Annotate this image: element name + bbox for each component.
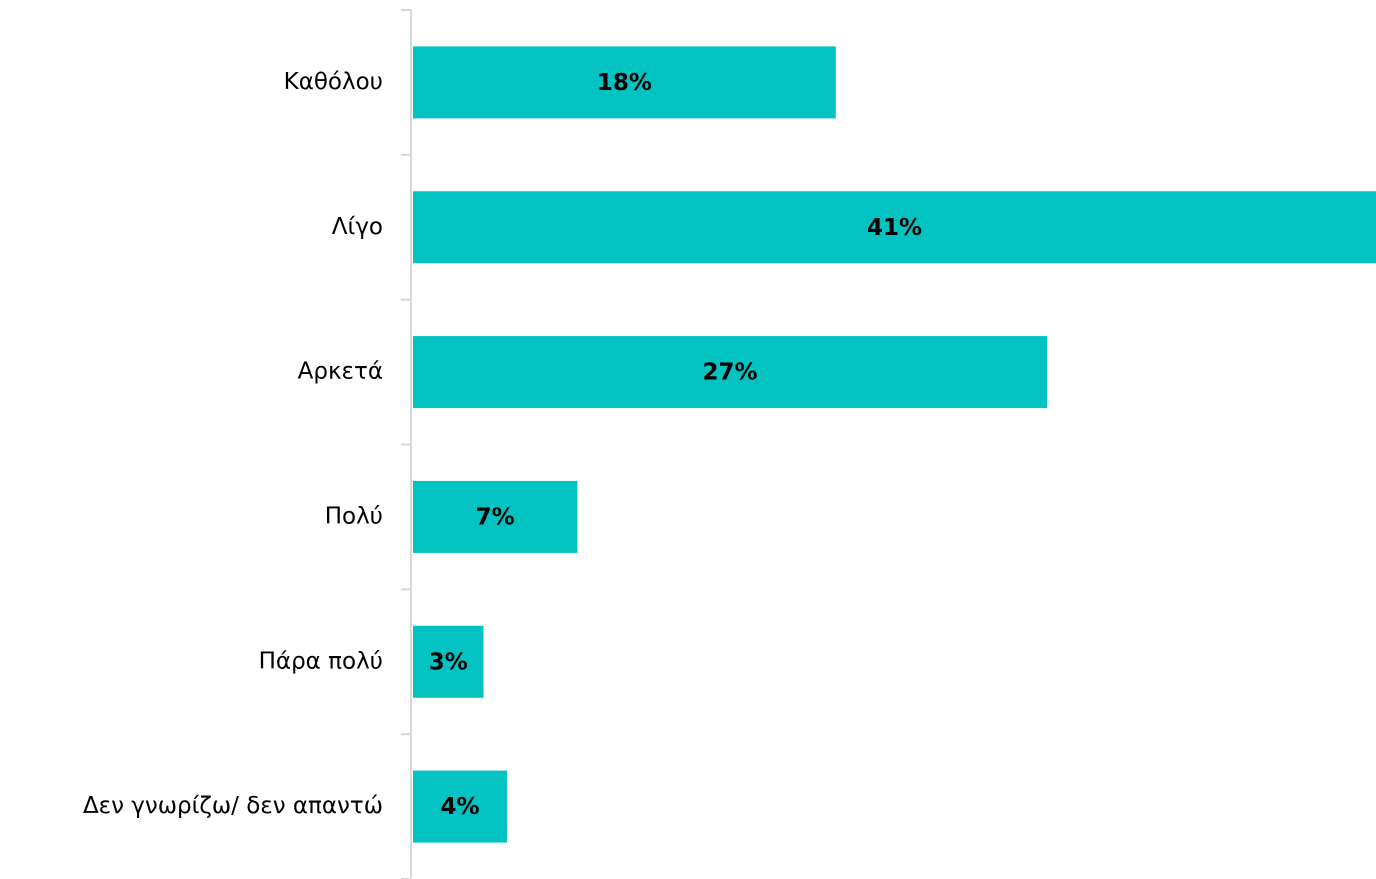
value-label: 4%: [440, 794, 479, 820]
bar: [413, 480, 578, 553]
bar: [413, 336, 1048, 409]
value-label: 27%: [703, 360, 758, 386]
bar: [413, 625, 484, 698]
value-label: 41%: [867, 215, 922, 241]
value-label: 7%: [476, 504, 515, 530]
category-label: Πολύ: [325, 503, 383, 529]
bar: [413, 191, 1376, 264]
category-label: Λίγο: [332, 214, 383, 240]
value-label: 3%: [429, 649, 468, 675]
category-label: Δεν γνωρίζω/ δεν απαντώ: [83, 793, 383, 819]
category-label: Πάρα πολύ: [259, 648, 383, 674]
bar: [413, 770, 507, 843]
category-label: Καθόλου: [284, 69, 383, 95]
value-label: 18%: [597, 70, 652, 96]
category-label: Αρκετά: [298, 359, 383, 385]
bar: [413, 46, 836, 119]
